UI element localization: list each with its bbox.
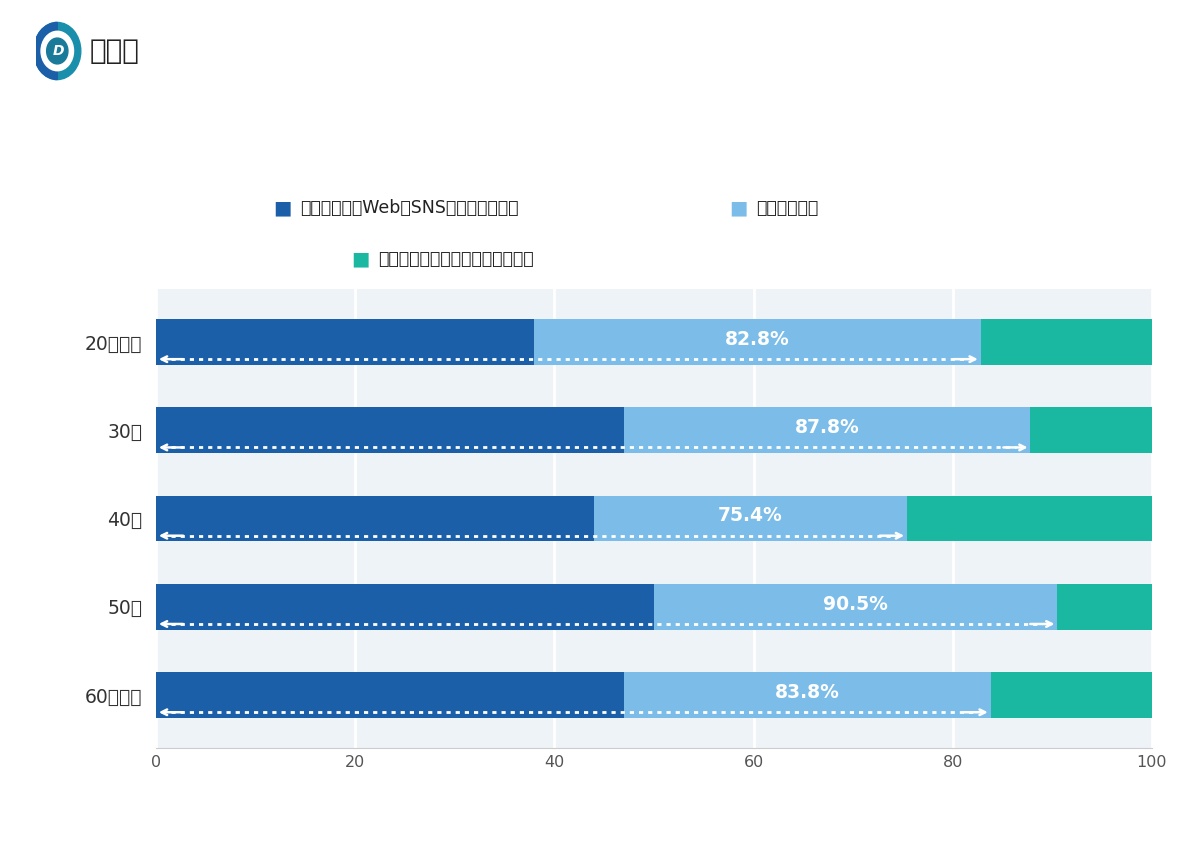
Bar <box>156 496 594 541</box>
Bar <box>156 672 624 718</box>
Bar <box>980 319 1152 365</box>
Bar <box>907 496 1152 541</box>
Bar <box>156 584 654 630</box>
Text: オフライン（店舗、ハガキなど）: オフライン（店舗、ハガキなど） <box>378 250 534 269</box>
Text: D: D <box>53 44 64 58</box>
Bar <box>1031 407 1152 453</box>
Bar <box>156 319 1152 365</box>
Bar <box>156 584 1152 630</box>
Text: ■: ■ <box>728 199 748 218</box>
Text: 87.8%: 87.8% <box>794 418 859 437</box>
Bar <box>654 584 1057 630</box>
Text: 82.8%: 82.8% <box>725 330 790 348</box>
Bar <box>991 672 1152 718</box>
Text: 83.8%: 83.8% <box>775 683 840 702</box>
Text: 90.5%: 90.5% <box>823 595 888 614</box>
Text: デジコ: デジコ <box>89 37 139 65</box>
Text: 75.4%: 75.4% <box>719 507 782 525</box>
Bar <box>156 319 534 365</box>
Bar <box>156 407 624 453</box>
Bar <box>156 672 1152 718</box>
Circle shape <box>34 22 80 80</box>
Circle shape <box>47 38 68 64</box>
Bar <box>594 496 907 541</box>
Text: オンライン（Web、SNS、メールなど）: オンライン（Web、SNS、メールなど） <box>300 199 518 218</box>
Bar <box>624 407 1031 453</box>
Bar <box>534 319 980 365</box>
Wedge shape <box>34 22 58 80</box>
Text: ■: ■ <box>350 250 370 269</box>
Bar <box>156 496 1152 541</box>
Bar <box>1057 584 1152 630</box>
Text: どちらもある: どちらもある <box>756 199 818 218</box>
Circle shape <box>41 31 73 71</box>
Text: ■: ■ <box>272 199 292 218</box>
Bar <box>624 672 991 718</box>
Bar <box>156 407 1152 453</box>
